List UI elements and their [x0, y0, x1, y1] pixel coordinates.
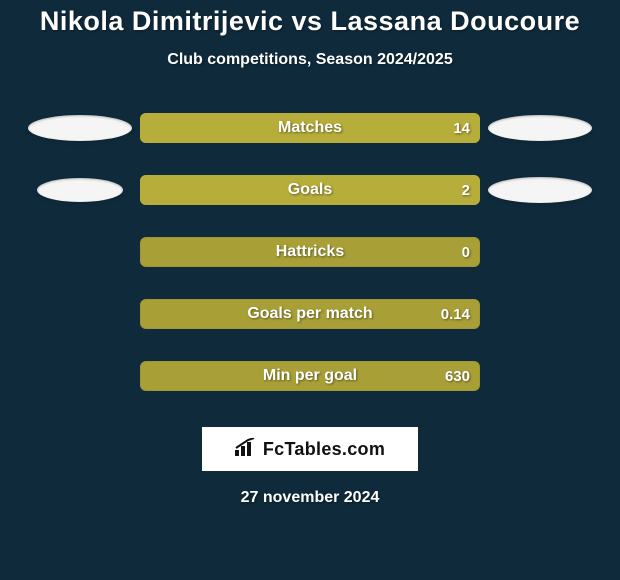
stat-bar: Goals per match0.14	[140, 299, 480, 329]
stat-value: 630	[445, 368, 470, 385]
brand-box: FcTables.com	[202, 427, 418, 471]
stat-rows: Matches14 Goals2 Hattricks0 Goals per match…	[0, 105, 620, 399]
stat-row: Goals2	[0, 167, 620, 213]
left-side	[20, 167, 140, 213]
right-side	[480, 353, 600, 399]
right-side	[480, 229, 600, 275]
stat-row: Min per goal630	[0, 353, 620, 399]
page-subtitle: Club competitions, Season 2024/2025	[0, 51, 620, 69]
player-ellipse-right	[488, 177, 592, 203]
stat-row: Hattricks0	[0, 229, 620, 275]
left-side	[20, 229, 140, 275]
stat-label: Hattricks	[140, 243, 480, 261]
player-ellipse-left	[37, 178, 123, 202]
stat-row: Matches14	[0, 105, 620, 151]
comparison-infographic: Nikola Dimitrijevic vs Lassana Doucoure …	[0, 0, 620, 580]
stat-label: Min per goal	[140, 367, 480, 385]
stat-row: Goals per match0.14	[0, 291, 620, 337]
right-side	[480, 105, 600, 151]
stat-value: 0.14	[441, 306, 470, 323]
stat-bar-fill	[140, 175, 480, 205]
left-side	[20, 291, 140, 337]
stat-bar: Goals2	[140, 175, 480, 205]
stat-bar-fill	[140, 113, 480, 143]
page-title: Nikola Dimitrijevic vs Lassana Doucoure	[0, 0, 620, 37]
stat-value: 2	[462, 182, 470, 199]
stat-value: 0	[462, 244, 470, 261]
right-side	[480, 167, 600, 213]
stat-value: 14	[453, 120, 470, 137]
player-ellipse-left	[28, 115, 132, 141]
bar-chart-icon	[235, 438, 257, 461]
date-text: 27 november 2024	[0, 489, 620, 507]
left-side	[20, 105, 140, 151]
brand-text: FcTables.com	[263, 439, 385, 460]
stat-bar: Hattricks0	[140, 237, 480, 267]
stat-bar: Min per goal630	[140, 361, 480, 391]
stat-label: Goals per match	[140, 305, 480, 323]
stat-bar: Matches14	[140, 113, 480, 143]
player-ellipse-right	[488, 115, 592, 141]
left-side	[20, 353, 140, 399]
right-side	[480, 291, 600, 337]
